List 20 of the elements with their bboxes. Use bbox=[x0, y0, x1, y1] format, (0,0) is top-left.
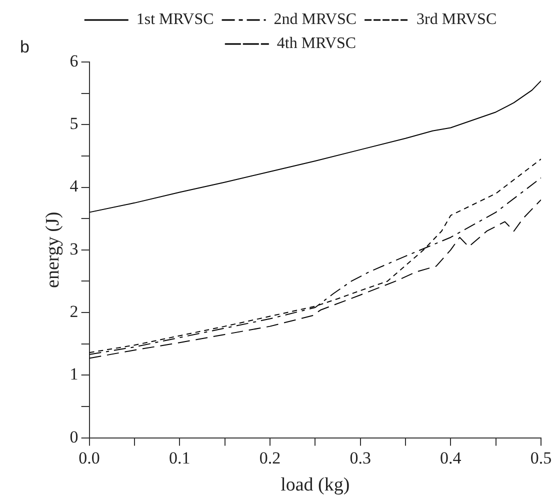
x-tick-label: 0.1 bbox=[169, 448, 190, 468]
legend-label: 1st MRVSC bbox=[136, 11, 214, 28]
text: b bbox=[20, 38, 30, 57]
x-axis-title: load (kg) bbox=[280, 474, 350, 496]
x-tick-label: 0.5 bbox=[530, 448, 552, 468]
y-tick-label: 3 bbox=[70, 239, 78, 258]
y-tick-label: 2 bbox=[70, 302, 78, 321]
legend-label: 3rd MRVSC bbox=[416, 11, 497, 28]
y-tick-label: 0 bbox=[70, 427, 78, 446]
y-tick-label: 1 bbox=[70, 364, 78, 384]
y-tick-label: 4 bbox=[70, 176, 79, 196]
y-tick-label: 5 bbox=[70, 114, 78, 134]
x-tick-label: 0.2 bbox=[259, 448, 281, 468]
x-tick-label: 0.4 bbox=[440, 448, 462, 468]
x-tick-label: 0.3 bbox=[350, 448, 371, 468]
legend-label: 2nd MRVSC bbox=[274, 11, 357, 28]
legend-label: 4th MRVSC bbox=[276, 35, 356, 52]
y-axis-title: energy (J) bbox=[42, 212, 64, 288]
y-tick-label: 6 bbox=[70, 51, 78, 70]
x-tick-label: 0.0 bbox=[78, 448, 100, 468]
